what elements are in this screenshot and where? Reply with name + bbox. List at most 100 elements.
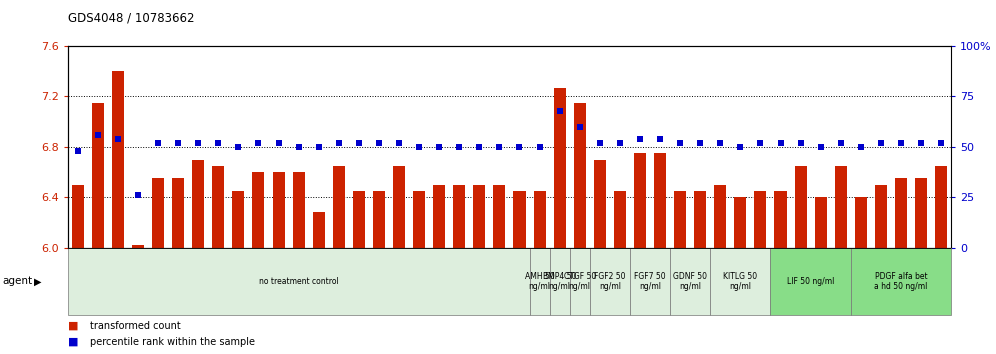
Point xyxy=(732,144,748,150)
Bar xyxy=(333,166,345,248)
Point xyxy=(872,140,888,146)
Bar xyxy=(473,185,485,248)
Bar xyxy=(373,191,385,248)
Bar xyxy=(313,212,325,248)
Point xyxy=(110,136,125,142)
Point xyxy=(853,144,869,150)
Bar xyxy=(633,153,646,248)
Bar xyxy=(815,197,827,248)
Bar xyxy=(574,103,586,248)
Point xyxy=(291,144,307,150)
Text: FGF2 50
ng/ml: FGF2 50 ng/ml xyxy=(594,272,625,291)
Text: ■: ■ xyxy=(68,321,79,331)
Point xyxy=(632,136,648,142)
Bar xyxy=(915,178,927,248)
Text: GDS4048 / 10783662: GDS4048 / 10783662 xyxy=(68,12,194,25)
Point xyxy=(170,140,186,146)
Bar xyxy=(629,248,670,315)
Point xyxy=(471,144,487,150)
Text: FGF7 50
ng/ml: FGF7 50 ng/ml xyxy=(634,272,665,291)
Bar xyxy=(232,191,244,248)
Bar xyxy=(530,248,550,315)
Point xyxy=(913,140,929,146)
Point xyxy=(351,140,367,146)
Point xyxy=(752,140,768,146)
Point xyxy=(893,140,909,146)
Bar xyxy=(694,191,706,248)
Text: ▶: ▶ xyxy=(34,276,42,286)
Bar xyxy=(935,166,947,248)
Point xyxy=(70,148,86,154)
Bar xyxy=(874,185,886,248)
Bar xyxy=(754,191,767,248)
Bar xyxy=(353,191,365,248)
Bar xyxy=(393,166,405,248)
Bar xyxy=(710,248,771,315)
Bar xyxy=(570,248,590,315)
Bar xyxy=(554,88,566,248)
Point xyxy=(532,144,548,150)
Bar xyxy=(252,172,265,248)
Point xyxy=(552,108,568,113)
Point xyxy=(90,132,106,138)
Bar xyxy=(851,248,951,315)
Bar xyxy=(293,172,305,248)
Text: GDNF 50
ng/ml: GDNF 50 ng/ml xyxy=(673,272,707,291)
Point xyxy=(933,140,949,146)
Bar xyxy=(72,185,84,248)
Point xyxy=(130,193,146,198)
Bar xyxy=(192,160,204,248)
Point xyxy=(411,144,427,150)
Text: percentile rank within the sample: percentile rank within the sample xyxy=(90,337,255,347)
Point xyxy=(230,144,246,150)
Point xyxy=(612,140,627,146)
Bar xyxy=(152,178,164,248)
Point xyxy=(431,144,447,150)
Text: LIF 50 ng/ml: LIF 50 ng/ml xyxy=(787,277,835,286)
Bar xyxy=(92,103,104,248)
Point xyxy=(572,124,588,130)
Point xyxy=(512,144,528,150)
Bar xyxy=(534,191,546,248)
Point xyxy=(371,140,386,146)
Bar xyxy=(714,185,726,248)
Bar xyxy=(413,191,425,248)
Bar xyxy=(493,185,505,248)
Text: agent: agent xyxy=(2,276,32,286)
Point xyxy=(271,140,287,146)
Point xyxy=(190,140,206,146)
Point xyxy=(391,140,407,146)
Bar xyxy=(514,191,526,248)
Point xyxy=(210,140,226,146)
Text: transformed count: transformed count xyxy=(90,321,180,331)
Point xyxy=(592,140,608,146)
Bar xyxy=(590,248,629,315)
Bar xyxy=(835,166,847,248)
Text: no treatment control: no treatment control xyxy=(259,277,339,286)
Text: KITLG 50
ng/ml: KITLG 50 ng/ml xyxy=(723,272,757,291)
Bar xyxy=(670,248,710,315)
Text: ■: ■ xyxy=(68,337,79,347)
Bar xyxy=(433,185,445,248)
Point xyxy=(652,136,668,142)
Point xyxy=(311,144,327,150)
Bar xyxy=(273,172,285,248)
Point xyxy=(150,140,166,146)
Text: BMP4 50
ng/ml: BMP4 50 ng/ml xyxy=(543,272,577,291)
Bar xyxy=(132,245,144,248)
Point xyxy=(813,144,829,150)
Bar xyxy=(614,191,625,248)
Point xyxy=(793,140,809,146)
Bar xyxy=(594,160,606,248)
Bar xyxy=(212,166,224,248)
Point xyxy=(672,140,688,146)
Text: AMH 50
ng/ml: AMH 50 ng/ml xyxy=(525,272,555,291)
Bar xyxy=(895,178,907,248)
Bar xyxy=(112,71,124,248)
Text: PDGF alfa bet
a hd 50 ng/ml: PDGF alfa bet a hd 50 ng/ml xyxy=(874,272,927,291)
Bar xyxy=(654,153,666,248)
Bar xyxy=(453,185,465,248)
Point xyxy=(712,140,728,146)
Bar xyxy=(734,197,746,248)
Text: CTGF 50
ng/ml: CTGF 50 ng/ml xyxy=(564,272,596,291)
